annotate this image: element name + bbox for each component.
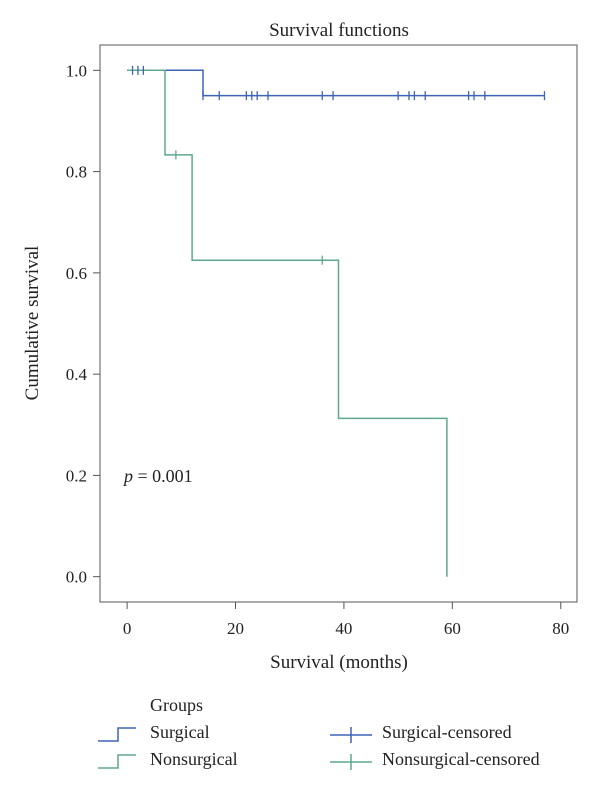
legend-item-surgical: Surgical [98, 722, 210, 742]
p-value-text: = 0.001 [133, 466, 193, 486]
legend-label-surgical: Surgical [150, 722, 210, 742]
y-tick-label: 1.0 [66, 61, 87, 80]
legend-swatch-surgical [98, 727, 136, 742]
y-tick-label: 0.8 [66, 163, 87, 182]
x-tick-label: 60 [444, 619, 461, 638]
y-tick-label: 0.0 [66, 568, 87, 587]
x-tick-label: 80 [552, 619, 569, 638]
p-value-symbol: p [122, 466, 133, 486]
legend-swatch-surgical-censored [330, 727, 372, 743]
series-layer [127, 69, 545, 577]
legend: Groups Surgical Nonsurgical Surgical-cen… [98, 695, 540, 770]
plot-frame [99, 44, 578, 603]
legend-item-nonsurgical: Nonsurgical [98, 749, 238, 769]
series-line-nonsurgical [127, 69, 448, 577]
legend-item-surgical-censored: Surgical-censored [330, 722, 512, 743]
x-tick-label: 0 [123, 619, 132, 638]
y-tick-label: 0.4 [66, 365, 88, 384]
legend-swatch-nonsurgical-censored [330, 754, 372, 770]
series-line-surgical [127, 69, 545, 97]
p-value-annotation: p = 0.001 [122, 466, 193, 486]
y-tick-label: 0.6 [66, 264, 87, 283]
legend-label-nonsurgical-censored: Nonsurgical-censored [382, 749, 540, 769]
x-axis-label: Survival (months) [270, 652, 408, 673]
y-axis-ticks: 0.0 0.2 0.4 0.6 0.8 1.0 [66, 61, 100, 587]
x-tick-label: 40 [335, 619, 352, 638]
chart-title: Survival functions [269, 20, 409, 41]
legend-item-nonsurgical-censored: Nonsurgical-censored [330, 749, 540, 770]
legend-swatch-nonsurgical [98, 754, 136, 769]
x-tick-label: 20 [227, 619, 244, 638]
legend-label-surgical-censored: Surgical-censored [382, 722, 512, 742]
legend-title: Groups [150, 695, 203, 715]
x-axis-ticks: 0 20 40 60 80 [123, 602, 569, 638]
y-tick-label: 0.2 [66, 466, 87, 485]
y-axis-label: Cumulative survival [22, 246, 43, 401]
legend-label-nonsurgical: Nonsurgical [150, 749, 238, 769]
censor-layer [131, 65, 546, 265]
